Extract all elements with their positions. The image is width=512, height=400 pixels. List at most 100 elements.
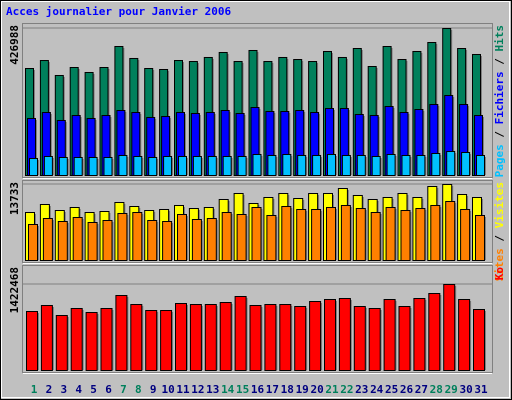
x-tick-label: 14 <box>221 383 235 396</box>
bar <box>204 304 217 372</box>
legend: Pages / Fichiers / Hits <box>493 25 506 177</box>
x-tick-label: 11 <box>176 383 190 396</box>
bar <box>460 208 471 262</box>
panel <box>22 180 493 263</box>
bar <box>386 153 396 176</box>
x-tick-label: 1 <box>31 383 38 396</box>
bar <box>145 310 158 372</box>
x-tick-label: 17 <box>266 383 279 396</box>
bar <box>461 152 471 177</box>
x-tick-label: 28 <box>430 383 443 396</box>
bar <box>162 221 173 262</box>
panel <box>22 265 493 373</box>
bar <box>416 154 426 177</box>
x-tick-label: 12 <box>191 383 204 396</box>
bar <box>428 293 441 371</box>
bar <box>192 155 202 176</box>
x-tick-label: 22 <box>340 383 353 396</box>
bar <box>221 211 232 261</box>
bar <box>133 155 143 176</box>
bar <box>458 299 471 371</box>
bar <box>309 300 322 371</box>
bar <box>178 155 187 176</box>
panel <box>22 23 493 178</box>
x-tick-label: 27 <box>415 383 428 396</box>
bar <box>55 315 68 371</box>
x-tick-label: 29 <box>445 383 458 396</box>
bar <box>281 205 292 261</box>
bar <box>234 295 247 371</box>
bar <box>279 304 292 372</box>
x-tick-label: 30 <box>459 383 472 396</box>
bar <box>87 221 98 262</box>
x-tick-label: 23 <box>355 383 368 396</box>
bar <box>117 212 128 261</box>
bar <box>338 298 351 372</box>
legend: Ko <box>493 267 506 281</box>
bar <box>355 208 366 261</box>
legend-entry: Pages <box>493 144 506 177</box>
bar <box>311 208 322 262</box>
bar <box>130 304 143 372</box>
x-tick-label: 21 <box>325 383 339 396</box>
y-tick-label: 13733 <box>8 182 21 215</box>
bar <box>312 154 322 177</box>
bar <box>175 303 187 372</box>
legend-separator: / <box>493 124 506 144</box>
chart-title: Acces journalier pour Janvier 2006 <box>6 5 232 18</box>
bar <box>473 309 485 372</box>
x-tick-label: 24 <box>370 383 384 396</box>
bar <box>191 218 202 261</box>
bar <box>400 209 411 261</box>
legend-entry: Hits <box>493 25 506 52</box>
bar <box>189 304 202 372</box>
x-tick-label: 5 <box>90 383 97 396</box>
bar <box>446 151 456 176</box>
bar <box>177 214 187 262</box>
bar <box>237 155 247 176</box>
x-tick-label: 8 <box>135 383 142 396</box>
bar <box>430 204 441 261</box>
bar <box>383 299 396 371</box>
bar <box>57 221 68 262</box>
bar <box>102 219 113 262</box>
x-tick-label: 16 <box>251 383 265 396</box>
legend-entry: Fichiers <box>493 71 506 124</box>
bar <box>115 295 128 371</box>
bar <box>206 218 217 261</box>
bar <box>282 153 292 176</box>
legend: Sites / Visites <box>493 182 506 281</box>
bar <box>85 312 98 371</box>
bar <box>72 216 83 261</box>
bar <box>236 214 247 262</box>
bar <box>26 310 38 372</box>
bar <box>476 154 485 177</box>
bar <box>431 153 441 177</box>
bar <box>371 155 381 176</box>
bar <box>356 154 366 177</box>
bar <box>264 304 277 372</box>
x-tick-label: 2 <box>46 383 53 396</box>
bar <box>73 156 83 177</box>
bar <box>219 302 232 371</box>
x-tick-label: 26 <box>400 383 414 396</box>
bar <box>475 214 485 262</box>
bar <box>207 155 217 176</box>
bar <box>368 308 381 371</box>
y-tick-label: 426988 <box>8 25 21 65</box>
y-tick-label: 1422468 <box>8 267 21 313</box>
x-tick-label: 19 <box>296 383 309 396</box>
bar <box>103 156 113 177</box>
legend-entry: Ko <box>493 267 506 281</box>
bar <box>353 305 366 371</box>
bar <box>58 156 68 177</box>
bar <box>132 211 143 261</box>
bar <box>326 206 336 262</box>
bar <box>28 224 38 261</box>
bar <box>294 305 307 371</box>
bar <box>401 154 411 177</box>
x-tick-label: 15 <box>236 383 249 396</box>
bar <box>252 153 262 176</box>
bar <box>88 156 98 177</box>
